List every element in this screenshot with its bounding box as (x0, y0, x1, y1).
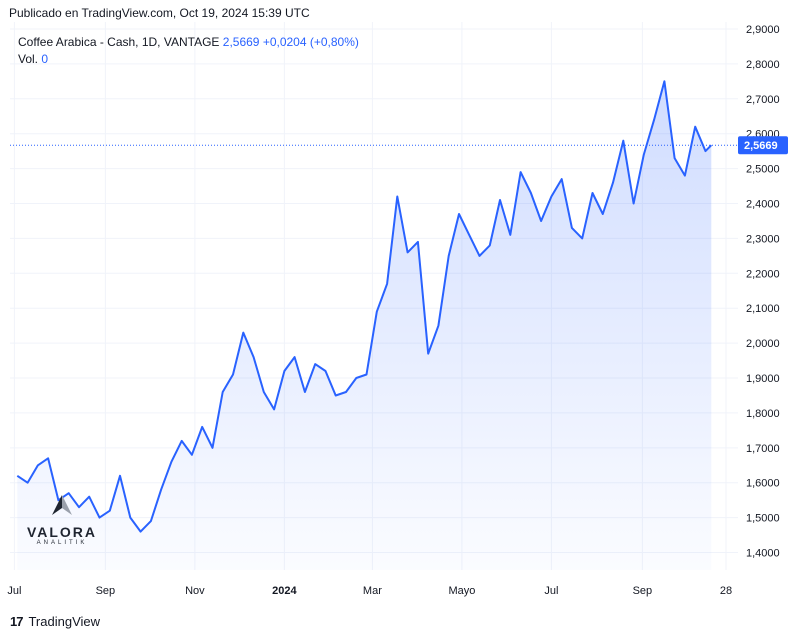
legend-vol-value: 0 (41, 52, 49, 66)
x-tick-label: Jul (7, 585, 21, 597)
x-tick-label: Sep (633, 585, 653, 597)
last-price-badge (738, 136, 788, 155)
x-tick-label: 28 (720, 585, 732, 597)
y-tick-label: 2,8000 (746, 59, 780, 71)
series-marks (16, 80, 713, 571)
y-tick-label: 1,7000 (746, 443, 780, 455)
valora-logo-icon (52, 495, 72, 515)
legend-symbol: Coffee Arabica - Cash, 1D, VANTAGE (18, 35, 220, 49)
series-line (16, 80, 713, 533)
y-tick-label: 1,5000 (746, 513, 780, 525)
footer-brand: TradingView (28, 614, 101, 629)
y-tick-label: 2,0000 (746, 338, 780, 350)
y-tick-label: 1,4000 (746, 548, 780, 560)
legend-vol-label: Vol. (18, 52, 39, 66)
y-tick-label: 1,8000 (746, 408, 780, 420)
watermark-sub: ANALITIK (36, 540, 88, 546)
x-axis: Jul Sep Nov 2024 Mar Mayo Jul Sep 28 (7, 585, 732, 597)
y-tick-label: 1,6000 (746, 478, 780, 490)
legend-symbol-row: Coffee Arabica - Cash, 1D, VANTAGE 2,566… (18, 34, 359, 51)
legend-change: +0,0204 (+0,80%) (262, 35, 359, 49)
last-price-label: 2,5669 (10, 136, 788, 155)
series-area-fill (17, 81, 712, 571)
y-tick-label: 2,2000 (746, 268, 780, 280)
footer: 17 TradingView (10, 614, 100, 629)
y-tick-label: 2,3000 (746, 233, 780, 245)
legend-last-value: 2,5669 (222, 35, 260, 49)
legend-volume-row: Vol. 0 (18, 51, 359, 68)
x-tick-label: Sep (96, 585, 116, 597)
y-tick-label: 1,9000 (746, 373, 780, 385)
y-axis: 1,4000 1,5000 1,6000 1,7000 1,8000 1,9000 2,00… (746, 24, 780, 560)
valora-watermark: VALORA ANALITIK (22, 495, 102, 546)
watermark-brand: VALORA (26, 524, 98, 540)
y-tick-label: 2,5000 (746, 164, 780, 176)
y-tick-label: 2,7000 (746, 94, 780, 106)
last-price-text: 2,5669 (744, 140, 778, 152)
y-tick-label: 2,1000 (746, 303, 780, 315)
x-tick-label: Mayo (448, 585, 475, 597)
published-caption: Publicado en TradingView.com, Oct 19, 20… (9, 6, 310, 20)
x-tick-label: Mar (363, 585, 382, 597)
chart-legend: Coffee Arabica - Cash, 1D, VANTAGE 2,566… (18, 34, 359, 68)
tradingview-logo-icon: 17 (10, 614, 24, 629)
y-tick-label: 2,9000 (746, 24, 780, 36)
x-tick-label: Nov (185, 585, 205, 597)
y-tick-label: 2,4000 (746, 199, 780, 211)
x-tick-label: Jul (544, 585, 558, 597)
x-tick-label: 2024 (272, 585, 297, 597)
